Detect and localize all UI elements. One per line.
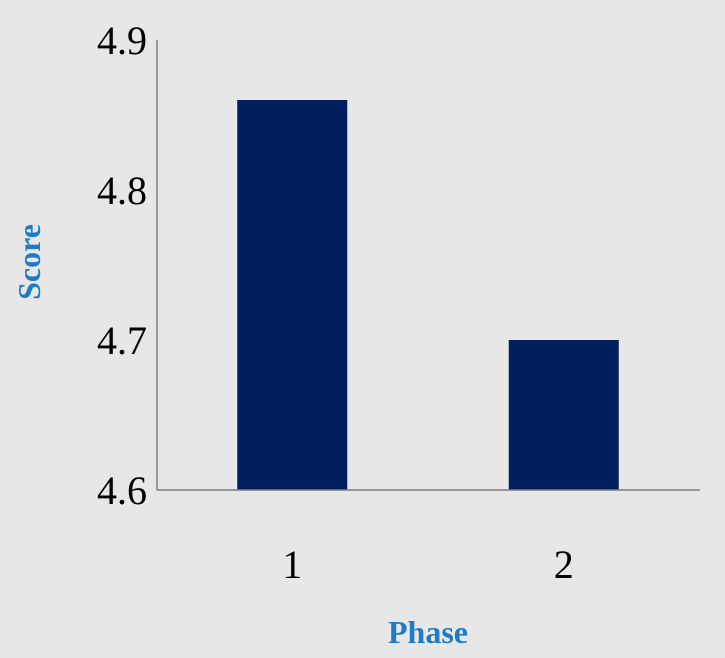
y-axis-title: Score <box>11 224 47 300</box>
y-tick-labels: 4.6 4.7 4.8 4.9 <box>97 18 147 513</box>
y-tick-label: 4.9 <box>97 18 147 63</box>
y-tick-label: 4.6 <box>97 468 147 513</box>
x-tick-label: 1 <box>282 542 302 587</box>
y-tick-label: 4.8 <box>97 168 147 213</box>
y-tick-label: 4.7 <box>97 318 147 363</box>
bar-phase-1 <box>237 100 348 490</box>
bars-group <box>237 100 619 490</box>
x-tick-label: 2 <box>554 542 574 587</box>
x-axis-title: Phase <box>388 614 468 650</box>
bar-phase-2 <box>508 340 619 490</box>
